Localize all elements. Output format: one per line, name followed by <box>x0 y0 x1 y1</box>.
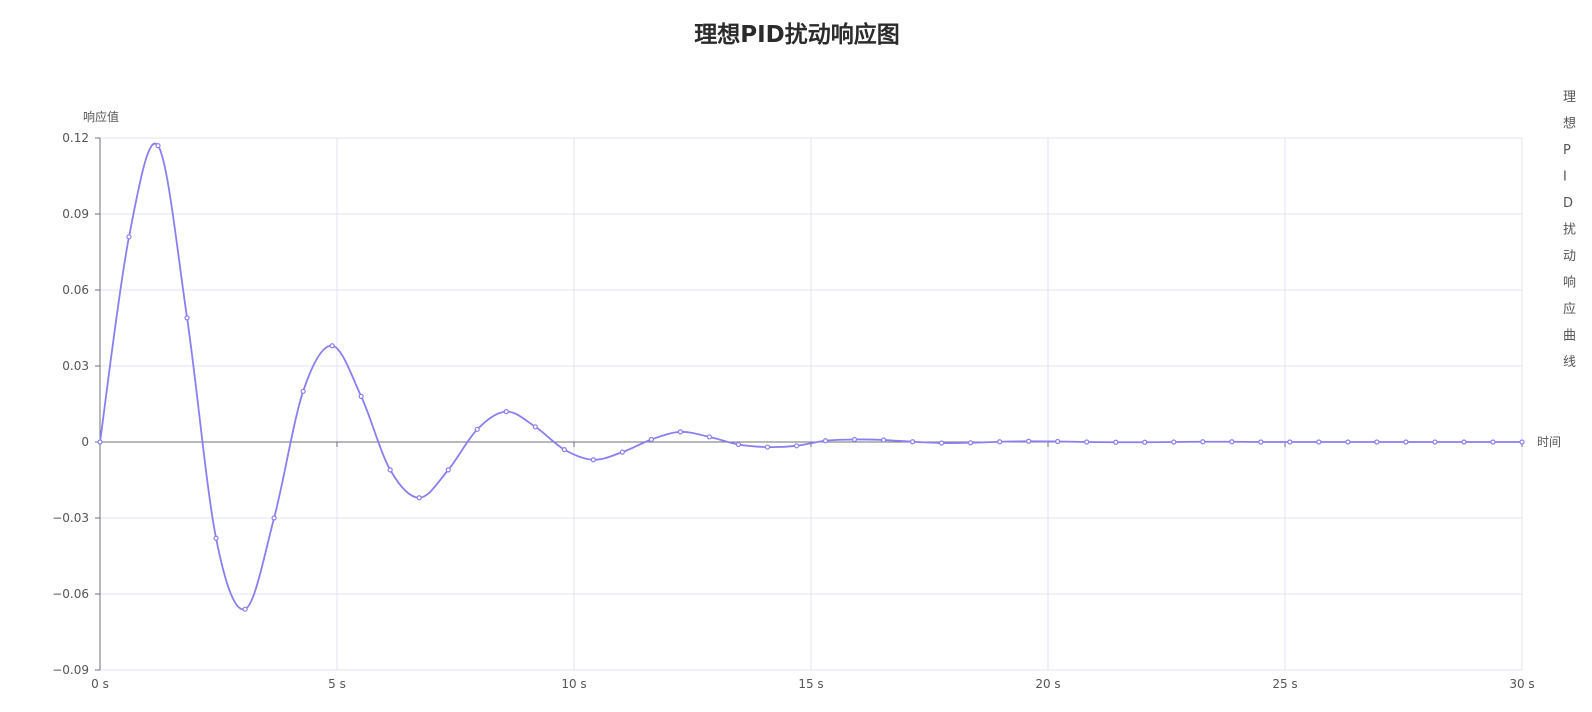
y-tick-label: 0.12 <box>62 131 89 145</box>
x-tick-label: 15 s <box>798 677 823 691</box>
data-point <box>997 439 1003 445</box>
data-point <box>242 606 248 612</box>
y-tick-label: −0.03 <box>52 511 89 525</box>
axes <box>95 137 1523 671</box>
y-tick-label: 0 <box>81 435 89 449</box>
x-tick-label: 30 s <box>1509 677 1534 691</box>
data-point <box>880 437 887 443</box>
legend-char: 动 <box>1563 249 1576 264</box>
data-point <box>1374 439 1380 445</box>
y-tick-label: −0.06 <box>52 587 89 601</box>
data-point <box>329 343 335 349</box>
data-point <box>909 439 916 445</box>
data-point <box>1403 439 1409 445</box>
legend-char: 扰 <box>1563 223 1576 238</box>
legend-char: 理 <box>1563 90 1576 105</box>
data-point <box>532 424 538 430</box>
data-point <box>503 409 509 415</box>
data-point <box>1345 439 1351 445</box>
chart-title: 理想PID扰动响应图 <box>694 21 900 48</box>
data-point <box>474 426 480 432</box>
data-point <box>619 449 625 455</box>
data-point <box>938 440 945 446</box>
legend-char: I <box>1563 170 1567 185</box>
x-tick-label: 20 s <box>1035 677 1060 691</box>
grid <box>99 137 1523 671</box>
data-point <box>416 495 422 501</box>
data-point <box>561 447 567 453</box>
data-point <box>793 443 800 449</box>
legend-char: D <box>1563 196 1573 211</box>
legend-char: 响 <box>1563 275 1576 291</box>
y-tick-label: 0.09 <box>62 207 89 221</box>
data-points <box>97 143 1525 612</box>
data-point <box>126 234 132 240</box>
y-tick-label: −0.09 <box>52 663 89 677</box>
data-point <box>1432 439 1438 445</box>
data-point <box>851 436 858 443</box>
legend-char: 应 <box>1563 301 1576 317</box>
data-point <box>1258 439 1264 445</box>
data-point <box>300 388 306 394</box>
data-point <box>97 439 103 445</box>
data-point <box>445 467 451 473</box>
data-point <box>1490 439 1496 445</box>
x-tick-label: 25 s <box>1272 677 1297 691</box>
data-point <box>1055 438 1061 445</box>
data-point <box>1142 439 1148 445</box>
data-point <box>1026 438 1032 444</box>
series-path <box>99 142 1522 611</box>
x-tick-label: 5 s <box>328 677 346 691</box>
y-tick-label: 0.06 <box>62 283 89 297</box>
tick-labels: 0.12 0.09 0.06 0.03 0 −0.03 −0.06 −0.090 s 5 s 10… <box>52 131 1534 691</box>
data-point <box>706 434 713 440</box>
data-point <box>387 467 393 473</box>
legend-char: P <box>1563 143 1571 158</box>
data-point <box>155 143 161 149</box>
data-point <box>213 535 219 541</box>
data-point <box>764 444 771 450</box>
y-axis-label: 响应值 <box>83 109 119 124</box>
y-tick-label: 0.03 <box>62 359 89 373</box>
series-line <box>99 142 1522 611</box>
legend-char: 线 <box>1563 355 1576 370</box>
data-point <box>271 515 277 521</box>
data-point <box>1200 439 1206 445</box>
data-point <box>1113 439 1119 445</box>
data-point <box>1084 439 1090 445</box>
data-point <box>358 393 364 399</box>
data-point <box>184 315 190 321</box>
data-point <box>822 438 829 444</box>
data-point <box>1287 439 1293 445</box>
data-point <box>648 436 655 443</box>
data-point <box>735 441 742 448</box>
data-point <box>590 457 596 463</box>
data-point <box>1519 439 1525 445</box>
data-point <box>1316 439 1322 445</box>
data-point <box>1229 439 1235 445</box>
data-point <box>1461 439 1467 445</box>
data-point <box>677 429 684 435</box>
data-point <box>967 440 974 446</box>
legend-char: 曲 <box>1563 329 1576 344</box>
legend-char: 想 <box>1563 116 1576 132</box>
x-tick-label: 0 s <box>91 677 109 691</box>
x-tick-label: 10 s <box>561 677 586 691</box>
x-axis-label: 时间 <box>1537 435 1561 449</box>
data-point <box>1171 439 1177 445</box>
